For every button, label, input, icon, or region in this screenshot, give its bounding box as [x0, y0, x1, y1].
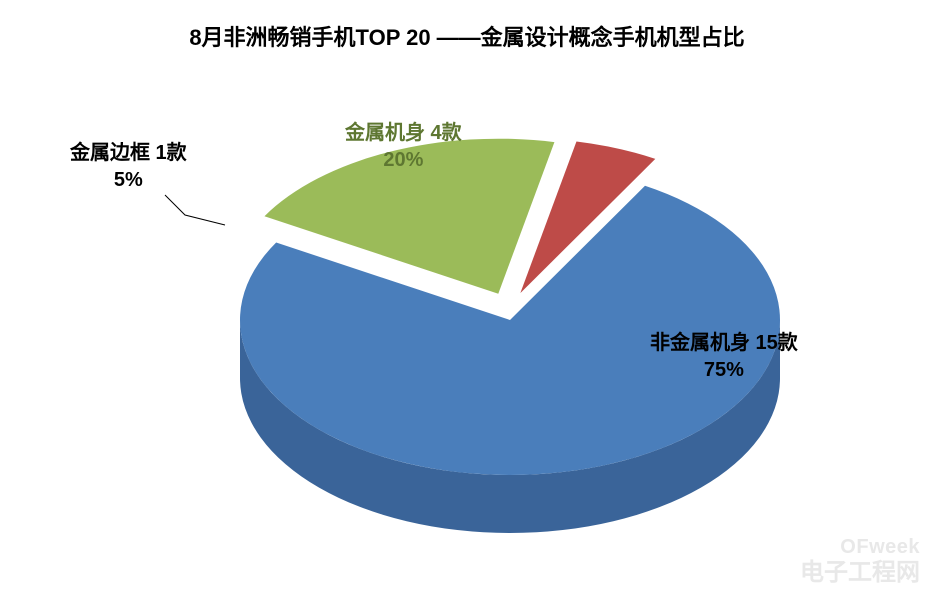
slice-label-metal-frame-line2: 5% — [114, 169, 143, 191]
slice-label-metal-frame-line1: 金属边框 1款 — [70, 142, 187, 164]
slice-label-metal-body-line1: 金属机身 4款 — [345, 122, 462, 144]
slice-label-non-metal-line1: 非金属机身 15款 — [650, 332, 798, 354]
leader-line-metal_frame — [165, 195, 225, 225]
slice-label-non-metal-line2: 75% — [704, 359, 744, 381]
pie-chart — [0, 0, 934, 597]
slice-label-metal-body-line2: 20% — [383, 149, 423, 171]
slice-label-metal-frame: 金属边框 1款 5% — [70, 140, 187, 194]
slice-label-non-metal: 非金属机身 15款 75% — [650, 330, 798, 384]
slice-label-metal-body: 金属机身 4款 20% — [345, 120, 462, 174]
